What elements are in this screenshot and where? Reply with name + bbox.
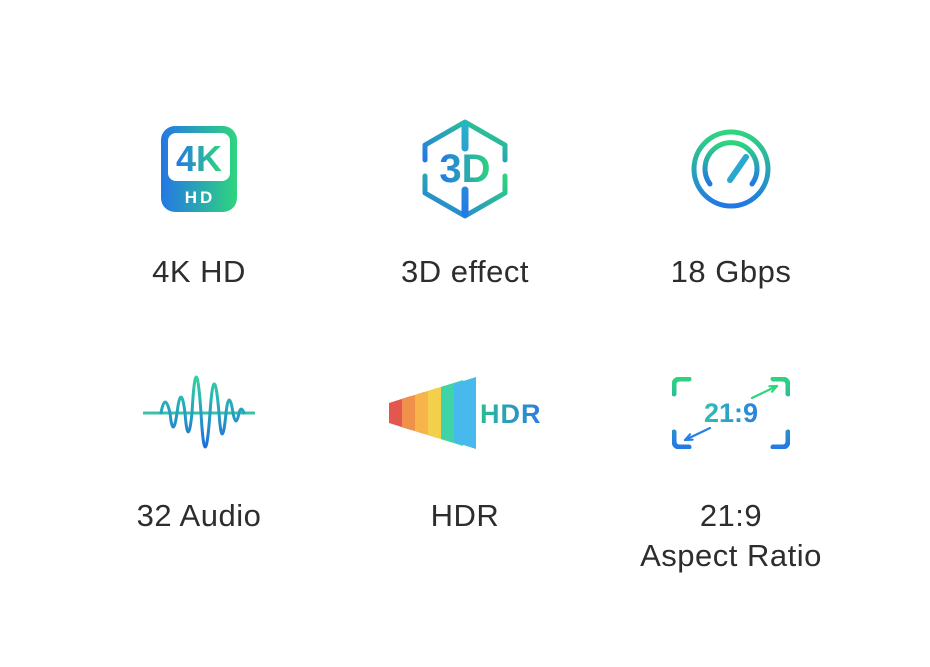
feature-label-21-9-line2: Aspect Ratio (640, 538, 822, 573)
frame-corner-top-right (770, 377, 790, 397)
aspect-ratio-icon-text: 21:9 (704, 398, 758, 428)
feature-32-audio: 32 Audio (66, 362, 332, 576)
frame-corner-bottom-right (770, 429, 790, 449)
feature-label-21-9-line1: 21:9 (699, 498, 763, 533)
expand-arrow-bottom-left (683, 426, 712, 442)
aspect-ratio-frame-icon: 21:9 (672, 377, 790, 449)
feature-label-4k-hd: 4K HD (152, 254, 246, 289)
audio-waveform-icon (143, 375, 255, 449)
frame-corner-bottom-left (672, 429, 692, 449)
feature-4k-hd: 4K HD 4K HD (66, 118, 332, 292)
speedometer-needle (727, 154, 749, 183)
expand-arrow-top-right (750, 384, 779, 400)
feature-label-3d-effect: 3D effect (400, 254, 529, 289)
hdr-flag-blue (454, 377, 476, 449)
feature-hdr: HDR HDR (332, 362, 598, 576)
feature-label-21-9: 21:9 Aspect Ratio (640, 496, 822, 576)
feature-label-18-gbps: 18 Gbps (670, 254, 792, 289)
3d-hexagon-text: 3D (439, 147, 490, 191)
hdr-icon-text: HDR (480, 399, 541, 429)
feature-grid: 4K HD 4K HD (66, 118, 864, 576)
3d-hexagon-icon: 3D (422, 119, 508, 219)
expand-arrowhead-bottom-left (683, 433, 694, 442)
hdr-layers-icon: HDR (389, 377, 541, 449)
speedometer-icon (691, 129, 771, 209)
feature-label-32-audio: 32 Audio (136, 498, 262, 533)
expand-arrowhead-top-right (768, 384, 779, 393)
feature-21-9-aspect-ratio: 21:9 21:9 Aspect Ratio (598, 362, 864, 576)
feature-3d-effect: 3D 3D effect (332, 118, 598, 292)
4k-badge-main-text: 4K (176, 138, 222, 179)
feature-18-gbps: 18 Gbps (598, 118, 864, 292)
frame-corner-top-left (672, 377, 692, 397)
4k-badge-sub-text: HD (185, 188, 216, 207)
feature-label-hdr: HDR (430, 498, 500, 533)
4k-badge-icon: 4K HD (161, 126, 237, 212)
